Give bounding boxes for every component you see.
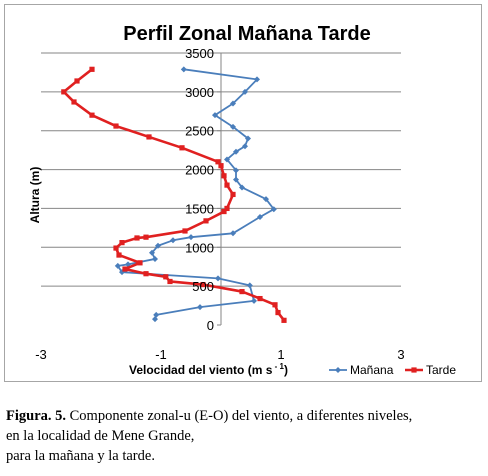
data-point-manana-22 xyxy=(233,148,239,155)
data-point-tarde-1 xyxy=(275,309,281,316)
caption-line-2: en la localidad de Mene Grande, xyxy=(6,428,195,444)
y-tick-label-2: 1000 xyxy=(185,240,214,255)
data-point-manana-18 xyxy=(239,184,245,191)
data-point-manana-14 xyxy=(230,230,236,237)
data-point-tarde-12 xyxy=(113,245,119,251)
data-point-manana-13 xyxy=(188,234,194,241)
data-point-tarde-0 xyxy=(281,317,287,323)
data-point-tarde-31 xyxy=(74,78,80,84)
data-point-tarde-11 xyxy=(116,252,122,258)
data-point-manana-9 xyxy=(152,255,158,262)
data-point-manana-27 xyxy=(230,100,236,107)
data-point-manana-2 xyxy=(197,304,203,311)
y-axis-label: Altura (m) xyxy=(28,167,42,224)
legend-label-manana: Mañana xyxy=(350,363,394,377)
data-point-tarde-9 xyxy=(122,266,128,272)
data-point-manana-10 xyxy=(149,249,155,256)
legend-item-tarde: Tarde xyxy=(405,363,456,377)
x-tick-label-2: 1 xyxy=(277,347,284,362)
data-point-tarde-17 xyxy=(203,218,209,224)
x-tick-label-1: -1 xyxy=(155,347,167,362)
data-point-manana-24 xyxy=(245,135,251,142)
data-point-tarde-23 xyxy=(218,163,224,169)
y-tick-label-7: 3500 xyxy=(185,46,214,61)
data-point-manana-21 xyxy=(224,156,230,163)
data-point-tarde-25 xyxy=(179,145,185,151)
data-point-manana-23 xyxy=(242,143,248,150)
caption-label: Figura. 5. xyxy=(6,408,67,424)
legend-marker-tarde xyxy=(411,367,417,373)
y-tick-label-0: 0 xyxy=(207,318,214,333)
data-point-manana-5 xyxy=(215,275,221,282)
data-point-tarde-5 xyxy=(200,281,206,288)
chart-title: Perfil Zonal Mañana Tarde xyxy=(123,23,370,45)
data-point-manana-7 xyxy=(114,262,121,269)
legend-label-tarde: Tarde xyxy=(426,363,456,377)
data-point-tarde-4 xyxy=(239,288,245,295)
data-point-tarde-24 xyxy=(215,159,221,165)
data-point-tarde-2 xyxy=(272,302,278,308)
caption-line-1: Figura. 5. Componente zonal-u (E-O) del … xyxy=(6,406,484,426)
data-point-tarde-6 xyxy=(167,278,173,285)
data-point-tarde-14 xyxy=(134,235,140,241)
series-layer xyxy=(61,66,287,323)
x-tick-label-0: -3 xyxy=(35,347,47,362)
chart-text: 0 500 1000 1500 2000 2500 3000 3500 -3 -1 1 3 Perfil… xyxy=(28,23,456,377)
y-tick-label-1: 500 xyxy=(192,279,214,294)
x-tick-label-3: 3 xyxy=(397,347,404,362)
data-point-manana-19 xyxy=(233,176,239,183)
data-point-manana-28 xyxy=(242,88,248,95)
chart-svg: 0 500 1000 1500 2000 2500 3000 3500 -3 -1 1 3 Perfil… xyxy=(28,23,456,377)
data-point-manana-15 xyxy=(257,213,263,220)
caption-line-3: para la mañana y la tarde. xyxy=(6,448,155,464)
data-point-manana-12 xyxy=(170,237,176,244)
data-point-manana-11 xyxy=(155,242,161,249)
y-tick-label-4: 2000 xyxy=(185,163,214,178)
y-tick-label-5: 2500 xyxy=(185,124,214,139)
data-point-manana-17 xyxy=(263,196,269,203)
figure-caption: Figura. 5. Componente zonal-u (E-O) del … xyxy=(6,406,484,466)
y-tick-label-3: 1500 xyxy=(185,201,214,216)
axes xyxy=(217,52,222,326)
data-point-tarde-28 xyxy=(89,112,95,118)
data-point-tarde-22 xyxy=(221,173,227,179)
legend-item-manana: Mañana xyxy=(329,363,394,377)
data-point-tarde-15 xyxy=(143,234,149,240)
data-point-tarde-3 xyxy=(257,295,263,302)
data-point-tarde-21 xyxy=(224,182,230,188)
data-point-manana-29 xyxy=(254,76,260,83)
legend-marker-manana xyxy=(335,367,341,373)
data-point-manana-16 xyxy=(270,206,277,213)
data-point-tarde-19 xyxy=(224,205,230,212)
data-point-manana-4 xyxy=(246,282,253,289)
chart-area: 0 500 1000 1500 2000 2500 3000 3500 -3 -1 1 3 Perfil… xyxy=(4,4,482,382)
y-tick-label-6: 3000 xyxy=(185,85,214,100)
data-point-tarde-16 xyxy=(182,228,188,234)
data-point-manana-1 xyxy=(153,311,160,318)
data-point-tarde-32 xyxy=(89,66,95,72)
caption-text-1: Componente zonal-u (E-O) del viento, a d… xyxy=(66,408,413,424)
data-point-tarde-10 xyxy=(137,260,143,266)
data-point-tarde-27 xyxy=(113,123,119,129)
data-point-manana-25 xyxy=(230,123,236,130)
data-point-manana-3 xyxy=(251,297,257,304)
data-point-tarde-20 xyxy=(230,191,236,198)
data-point-tarde-29 xyxy=(71,99,77,105)
data-point-tarde-13 xyxy=(119,240,125,246)
data-point-tarde-8 xyxy=(143,271,149,277)
data-point-tarde-26 xyxy=(146,134,152,140)
data-point-tarde-18 xyxy=(221,208,227,215)
data-point-manana-0 xyxy=(152,316,158,323)
data-point-manana-30 xyxy=(180,66,187,73)
x-axis-label: Velocidad del viento (m s - 1) xyxy=(129,362,288,377)
data-point-manana-20 xyxy=(233,167,239,174)
data-point-tarde-30 xyxy=(61,89,67,95)
series-line-tarde xyxy=(62,68,286,322)
data-point-tarde-7 xyxy=(163,274,169,280)
data-point-manana-26 xyxy=(212,112,218,119)
